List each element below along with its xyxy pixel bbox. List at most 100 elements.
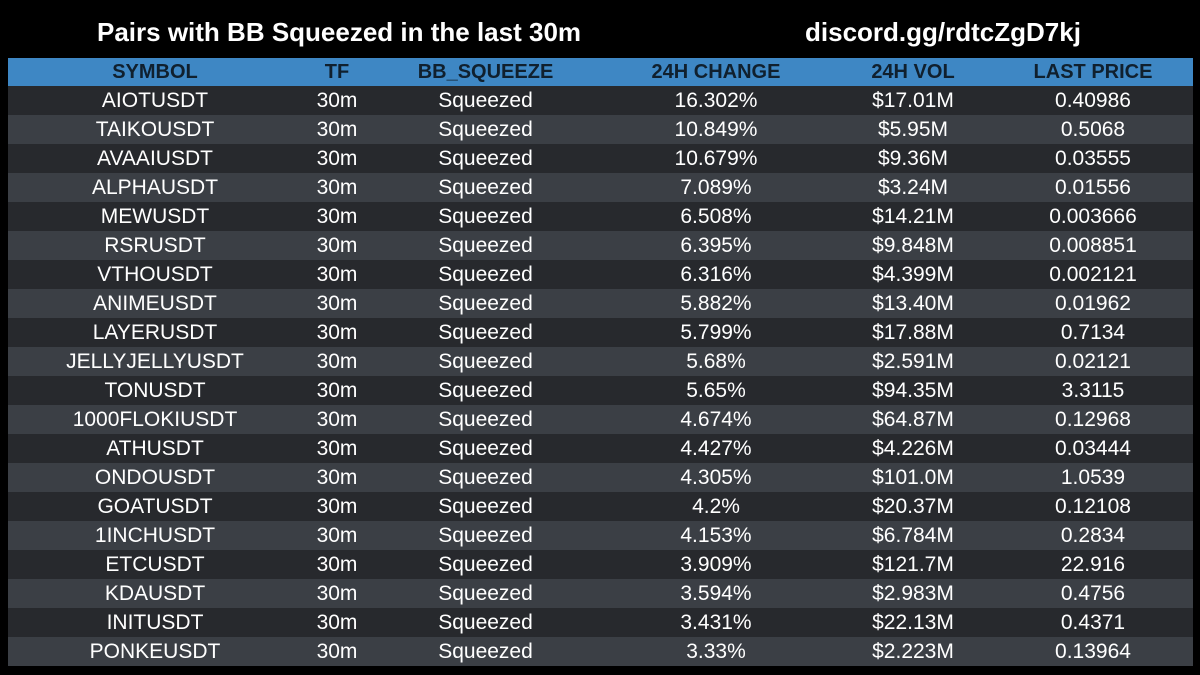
symbol-cell: RSRUSDT [104, 234, 206, 257]
price-cell: 0.4371 [1060, 611, 1126, 634]
squeeze-table-container: SYMBOL TF BB_SQUEEZE 24H CHANGE 24H VOL … [8, 58, 1193, 666]
change-cell: 10.679% [674, 147, 758, 170]
tf-cell: 30m [316, 118, 358, 141]
price-cell: 0.03444 [1055, 437, 1131, 460]
change-cell: 16.302% [674, 89, 758, 112]
change-cell: 5.65% [686, 379, 746, 402]
symbol-cell: LAYERUSDT [92, 321, 218, 344]
bb-squeeze-cell: Squeezed [438, 495, 533, 518]
volume-cell: $4.399M [872, 263, 954, 286]
symbol-cell: AIOTUSDT [101, 89, 209, 112]
price-cell: 22.916 [1060, 553, 1126, 576]
symbol-cell: ANIMEUSDT [93, 292, 217, 315]
tf-cell: 30m [316, 234, 358, 257]
tf-cell: 30m [316, 350, 358, 373]
volume-cell: $5.95M [877, 118, 949, 141]
volume-cell: $17.88M [872, 321, 954, 344]
change-cell: 10.849% [674, 118, 758, 141]
table-row: INITUSDT 30m Squeezed 3.431% $22.13M 0.4371 [8, 608, 1193, 637]
price-cell: 0.12108 [1055, 495, 1131, 518]
volume-cell: $6.784M [872, 524, 954, 547]
table-row: ONDOUSDT 30m Squeezed 4.305% $101.0M 1.0539 [8, 463, 1193, 492]
column-header-bb-squeeze: BB_SQUEEZE [417, 61, 554, 83]
table-row: ALPHAUSDT 30m Squeezed 7.089% $3.24M 0.01556 [8, 173, 1193, 202]
change-cell: 6.316% [680, 263, 752, 286]
price-cell: 1.0539 [1060, 466, 1126, 489]
price-cell: 0.003666 [1049, 205, 1137, 228]
bb-squeeze-cell: Squeezed [438, 524, 533, 547]
table-row: VTHOUSDT 30m Squeezed 6.316% $4.399M 0.002121 [8, 260, 1193, 289]
symbol-cell: ONDOUSDT [94, 466, 216, 489]
price-cell: 3.3115 [1061, 379, 1125, 402]
bb-squeeze-cell: Squeezed [438, 408, 533, 431]
change-cell: 3.594% [680, 582, 752, 605]
bb-squeeze-cell: Squeezed [438, 234, 533, 257]
symbol-cell: PONKEUSDT [89, 640, 221, 663]
table-row: GOATUSDT 30m Squeezed 4.2% $20.37M 0.12108 [8, 492, 1193, 521]
change-cell: 6.508% [680, 205, 752, 228]
bb-squeeze-cell: Squeezed [438, 553, 533, 576]
table-row: 1000FLOKIUSDT 30m Squeezed 4.674% $64.87M 0.1… [8, 405, 1193, 434]
bb-squeeze-cell: Squeezed [438, 379, 533, 402]
table-row: TAIKOUSDT 30m Squeezed 10.849% $5.95M 0.5068 [8, 115, 1193, 144]
table-row: 1INCHUSDT 30m Squeezed 4.153% $6.784M 0.2834 [8, 521, 1193, 550]
table-row: AIOTUSDT 30m Squeezed 16.302% $17.01M 0.40986 [8, 86, 1193, 115]
change-cell: 3.33% [686, 640, 746, 663]
table-body: AIOTUSDT 30m Squeezed 16.302% $17.01M 0.40986… [8, 86, 1193, 666]
symbol-cell: INITUSDT [106, 611, 204, 634]
volume-cell: $4.226M [872, 437, 954, 460]
change-cell: 6.395% [680, 234, 752, 257]
tf-cell: 30m [316, 582, 358, 605]
bb-squeeze-cell: Squeezed [438, 205, 533, 228]
change-cell: 5.68% [686, 350, 746, 373]
bb-squeeze-cell: Squeezed [438, 437, 533, 460]
volume-cell: $64.87M [872, 408, 954, 431]
bb-squeeze-cell: Squeezed [438, 292, 533, 315]
price-cell: 0.01556 [1055, 176, 1131, 199]
table-row: TONUSDT 30m Squeezed 5.65% $94.35M 3.3115 [8, 376, 1193, 405]
table-row: PONKEUSDT 30m Squeezed 3.33% $2.223M 0.13964 [8, 637, 1193, 666]
change-cell: 3.431% [680, 611, 752, 634]
tf-cell: 30m [316, 553, 358, 576]
table-row: MEWUSDT 30m Squeezed 6.508% $14.21M 0.003666 [8, 202, 1193, 231]
change-cell: 4.2% [692, 495, 740, 518]
symbol-cell: 1INCHUSDT [94, 524, 216, 547]
column-header-24h-vol: 24H VOL [871, 61, 955, 83]
column-header-symbol: SYMBOL [112, 61, 198, 83]
volume-cell: $121.7M [872, 553, 954, 576]
tf-cell: 30m [316, 321, 358, 344]
tf-cell: 30m [316, 408, 358, 431]
price-cell: 0.5068 [1060, 118, 1126, 141]
table-header-row: SYMBOL TF BB_SQUEEZE 24H CHANGE 24H VOL … [8, 58, 1193, 86]
price-cell: 0.4756 [1060, 582, 1126, 605]
tf-cell: 30m [316, 176, 358, 199]
tf-cell: 30m [316, 524, 358, 547]
volume-cell: $20.37M [872, 495, 954, 518]
price-cell: 0.40986 [1055, 89, 1131, 112]
bb-squeeze-cell: Squeezed [438, 89, 533, 112]
price-cell: 0.03555 [1055, 147, 1131, 170]
table-row: RSRUSDT 30m Squeezed 6.395% $9.848M 0.008851 [8, 231, 1193, 260]
table-row: AVAAIUSDT 30m Squeezed 10.679% $9.36M 0.03555 [8, 144, 1193, 173]
tf-cell: 30m [316, 466, 358, 489]
symbol-cell: KDAUSDT [104, 582, 206, 605]
symbol-cell: ALPHAUSDT [91, 176, 219, 199]
volume-cell: $2.591M [872, 350, 954, 373]
volume-cell: $101.0M [872, 466, 954, 489]
column-header-24h-change: 24H CHANGE [651, 61, 781, 83]
price-cell: 0.12968 [1055, 408, 1131, 431]
page-title: Pairs with BB Squeezed in the last 30m [97, 17, 582, 47]
price-cell: 0.7134 [1060, 321, 1126, 344]
symbol-cell: VTHOUSDT [97, 263, 213, 286]
column-header-last-price: LAST PRICE [1033, 61, 1153, 83]
bb-squeeze-cell: Squeezed [438, 640, 533, 663]
squeeze-table: SYMBOL TF BB_SQUEEZE 24H CHANGE 24H VOL … [8, 58, 1193, 666]
price-cell: 0.01962 [1055, 292, 1131, 315]
table-row: ANIMEUSDT 30m Squeezed 5.882% $13.40M 0.01962 [8, 289, 1193, 318]
volume-cell: $13.40M [872, 292, 954, 315]
volume-cell: $2.983M [872, 582, 954, 605]
table-row: JELLYJELLYUSDT 30m Squeezed 5.68% $2.591M 0.0… [8, 347, 1193, 376]
volume-cell: $17.01M [872, 89, 954, 112]
bb-squeeze-cell: Squeezed [438, 263, 533, 286]
bb-squeeze-cell: Squeezed [438, 350, 533, 373]
